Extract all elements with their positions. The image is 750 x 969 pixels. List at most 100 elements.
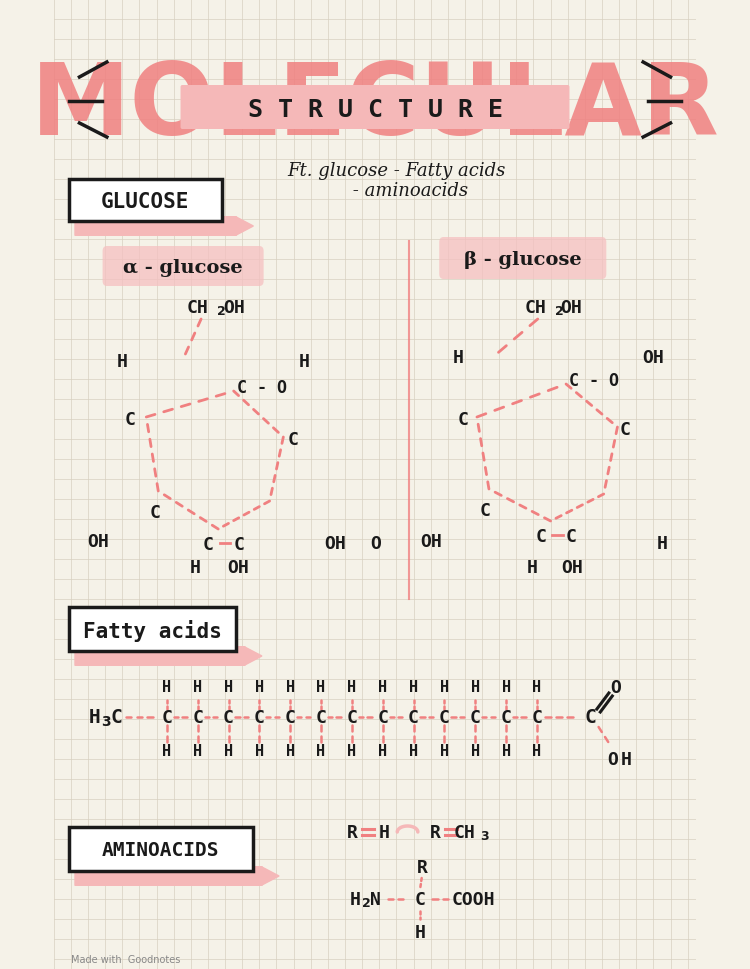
Text: α - glucose: α - glucose [123, 259, 243, 277]
FancyBboxPatch shape [181, 86, 569, 130]
Text: C: C [161, 708, 172, 726]
Text: β - glucose: β - glucose [464, 251, 582, 268]
Text: O: O [607, 750, 618, 768]
Text: OH: OH [643, 349, 664, 366]
Text: C: C [287, 430, 298, 449]
Text: C: C [532, 708, 542, 726]
Text: H: H [453, 349, 464, 366]
Text: C: C [470, 708, 481, 726]
Text: H: H [656, 535, 668, 552]
Text: N: N [370, 891, 381, 908]
Text: H: H [255, 680, 264, 695]
Text: CH: CH [524, 298, 546, 317]
Text: C - O: C - O [569, 372, 620, 390]
Text: O: O [610, 678, 621, 697]
Text: 2: 2 [362, 896, 370, 910]
Text: OH: OH [560, 298, 582, 317]
Text: H: H [316, 744, 326, 759]
Text: H: H [162, 680, 172, 695]
Text: OH: OH [223, 298, 245, 317]
Polygon shape [262, 867, 279, 885]
Text: H: H [89, 707, 101, 727]
Text: C: C [316, 708, 326, 726]
Text: H: H [255, 744, 264, 759]
Text: R: R [430, 823, 440, 841]
Text: H: H [347, 680, 356, 695]
Text: C: C [458, 411, 469, 428]
Text: 2: 2 [555, 305, 563, 318]
Text: - aminoacids: - aminoacids [324, 182, 469, 200]
Text: H: H [286, 744, 295, 759]
Text: C: C [234, 536, 244, 553]
Text: C: C [223, 708, 234, 726]
Text: H: H [532, 744, 542, 759]
Text: CH: CH [187, 298, 209, 317]
Text: C: C [408, 708, 419, 726]
Text: H: H [193, 744, 202, 759]
Text: H: H [224, 744, 233, 759]
Text: C: C [584, 707, 596, 727]
Text: H: H [502, 744, 511, 759]
Text: OH: OH [324, 535, 346, 552]
Text: OH: OH [561, 558, 583, 577]
Text: C: C [203, 536, 214, 553]
Text: H: H [347, 744, 356, 759]
Text: C: C [149, 504, 160, 521]
Text: H: H [471, 680, 480, 695]
FancyBboxPatch shape [74, 646, 246, 667]
Text: OH: OH [227, 558, 249, 577]
Text: O: O [370, 535, 381, 552]
Text: H: H [620, 750, 632, 768]
Text: OH: OH [420, 532, 442, 550]
Text: H: H [224, 680, 233, 695]
FancyBboxPatch shape [103, 247, 264, 287]
Text: MOLECULAR: MOLECULAR [31, 59, 719, 156]
Text: CH: CH [454, 823, 476, 841]
Text: H: H [502, 680, 511, 695]
Text: H: H [440, 680, 449, 695]
FancyBboxPatch shape [74, 866, 262, 886]
Text: OH: OH [88, 532, 109, 550]
Bar [69, 828, 254, 871]
FancyBboxPatch shape [74, 217, 237, 236]
Text: H: H [298, 353, 309, 370]
Text: H: H [378, 680, 387, 695]
Text: H: H [532, 680, 542, 695]
Text: 3: 3 [480, 829, 489, 843]
Text: H: H [379, 823, 390, 841]
Text: H: H [316, 680, 326, 695]
Text: C - O: C - O [237, 379, 287, 396]
Bar [69, 180, 222, 222]
Text: C: C [439, 708, 450, 726]
Text: Ft. glucose - Fatty acids: Ft. glucose - Fatty acids [287, 162, 506, 180]
Text: C: C [110, 707, 122, 727]
Text: H: H [286, 680, 295, 695]
Text: AMINOACIDS: AMINOACIDS [102, 841, 220, 860]
Text: C: C [536, 527, 546, 546]
Text: C: C [415, 891, 426, 908]
Text: H: H [350, 891, 361, 908]
Text: H: H [526, 558, 537, 577]
Text: H: H [415, 923, 426, 941]
Text: C: C [254, 708, 265, 726]
Text: H: H [162, 744, 172, 759]
Bar [69, 608, 236, 651]
Text: 2: 2 [217, 305, 226, 318]
Text: H: H [193, 680, 202, 695]
Text: C: C [566, 527, 577, 546]
Text: C: C [125, 411, 136, 428]
Text: H: H [190, 558, 200, 577]
Text: H: H [378, 744, 387, 759]
Text: C: C [346, 708, 357, 726]
Text: H: H [117, 353, 128, 370]
Polygon shape [244, 647, 262, 666]
Text: C: C [377, 708, 388, 726]
Text: C: C [501, 708, 512, 726]
Text: H: H [471, 744, 480, 759]
Polygon shape [236, 218, 254, 235]
Text: H: H [440, 744, 449, 759]
Text: S T R U C T U R E: S T R U C T U R E [248, 98, 502, 122]
Text: 3: 3 [101, 714, 111, 729]
Text: R: R [417, 859, 428, 876]
Text: GLUCOSE: GLUCOSE [101, 192, 190, 212]
